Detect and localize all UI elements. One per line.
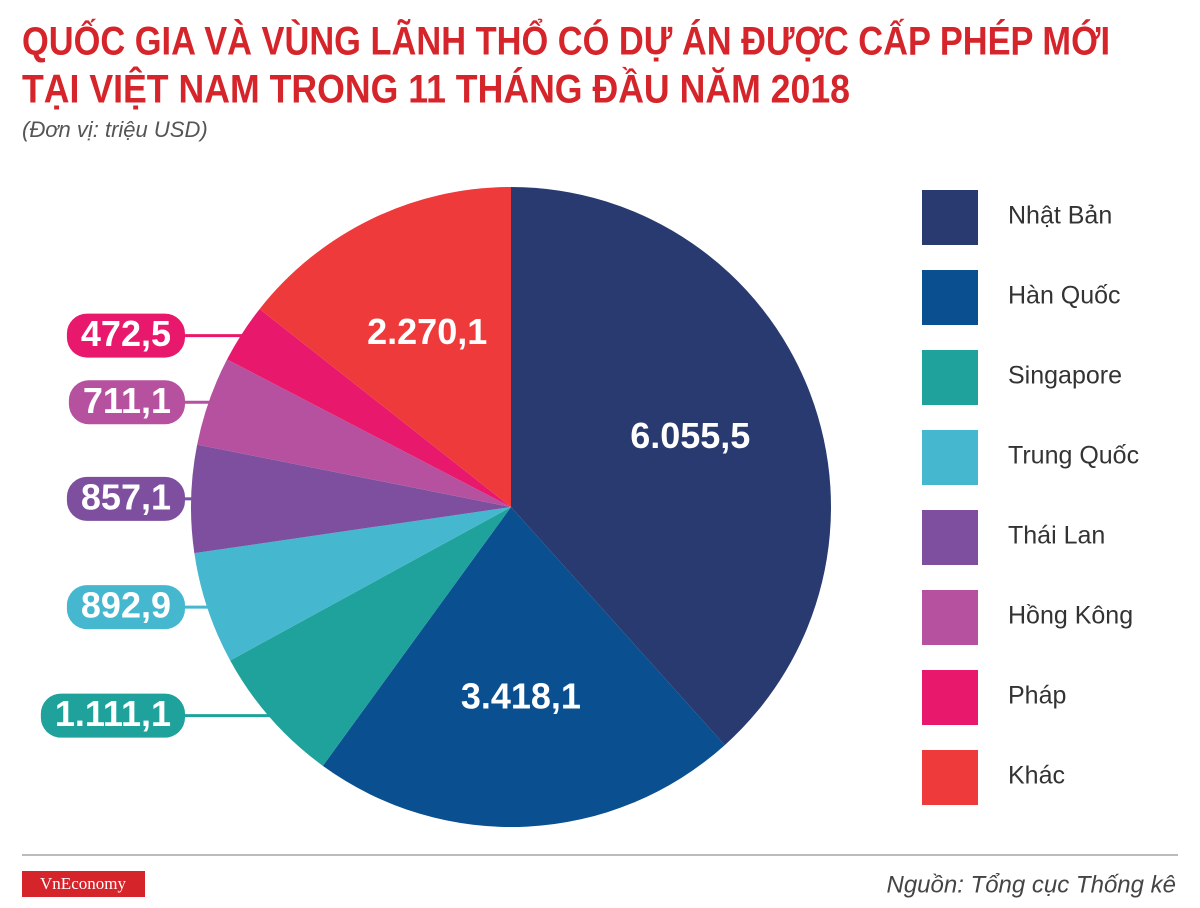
chart-subtitle: (Đơn vị: triệu USD)	[22, 117, 208, 142]
legend-swatch	[922, 670, 978, 725]
chart-title: TẠI VIỆT NAM TRONG 11 THÁNG ĐẦU NĂM 2018	[22, 66, 850, 112]
pie-slice	[194, 507, 511, 661]
value-label: 472,5	[81, 313, 171, 354]
legend-swatch	[922, 590, 978, 645]
value-label: 2.270,1	[367, 311, 487, 352]
label-pill	[40, 693, 185, 738]
value-label: 892,9	[81, 585, 171, 626]
label-pill	[68, 380, 185, 425]
value-label: 711,1	[83, 380, 171, 421]
legend-label: Khác	[1008, 762, 1065, 790]
pie-slice	[230, 507, 511, 766]
label-pill	[66, 476, 185, 521]
value-label: 1.111,1	[55, 693, 171, 734]
label-pill	[66, 585, 185, 630]
legend-label: Pháp	[1008, 682, 1066, 710]
legend-swatch	[922, 270, 978, 325]
pie-slice	[197, 359, 511, 507]
brand-box	[22, 871, 145, 897]
legend-swatch	[922, 350, 978, 405]
legend-label: Hàn Quốc	[1008, 282, 1121, 310]
legend-label: Nhật Bản	[1008, 202, 1112, 230]
brand: VnEconomy	[40, 874, 126, 893]
pie-slice	[190, 444, 511, 554]
value-label: 857,1	[81, 476, 171, 517]
legend-label: Thái Lan	[1008, 522, 1105, 550]
legend-swatch	[922, 750, 978, 805]
legend-label: Trung Quốc	[1008, 442, 1139, 470]
legend-swatch	[922, 430, 978, 485]
value-label: 6.055,5	[630, 415, 750, 456]
chart-title: QUỐC GIA VÀ VÙNG LÃNH THỔ CÓ DỰ ÁN ĐƯỢC …	[22, 17, 1110, 64]
legend-swatch	[922, 510, 978, 565]
legend-swatch	[922, 190, 978, 245]
legend-label: Singapore	[1008, 362, 1122, 390]
pie-slice	[259, 187, 511, 507]
label-pill	[66, 313, 185, 358]
source: Nguồn: Tổng cục Thống kê	[886, 871, 1176, 898]
legend-label: Hồng Kông	[1008, 602, 1133, 630]
pie-slice	[511, 187, 832, 746]
pie-slice	[227, 308, 512, 507]
pie-slice	[322, 507, 725, 828]
value-label: 3.418,1	[461, 675, 581, 716]
